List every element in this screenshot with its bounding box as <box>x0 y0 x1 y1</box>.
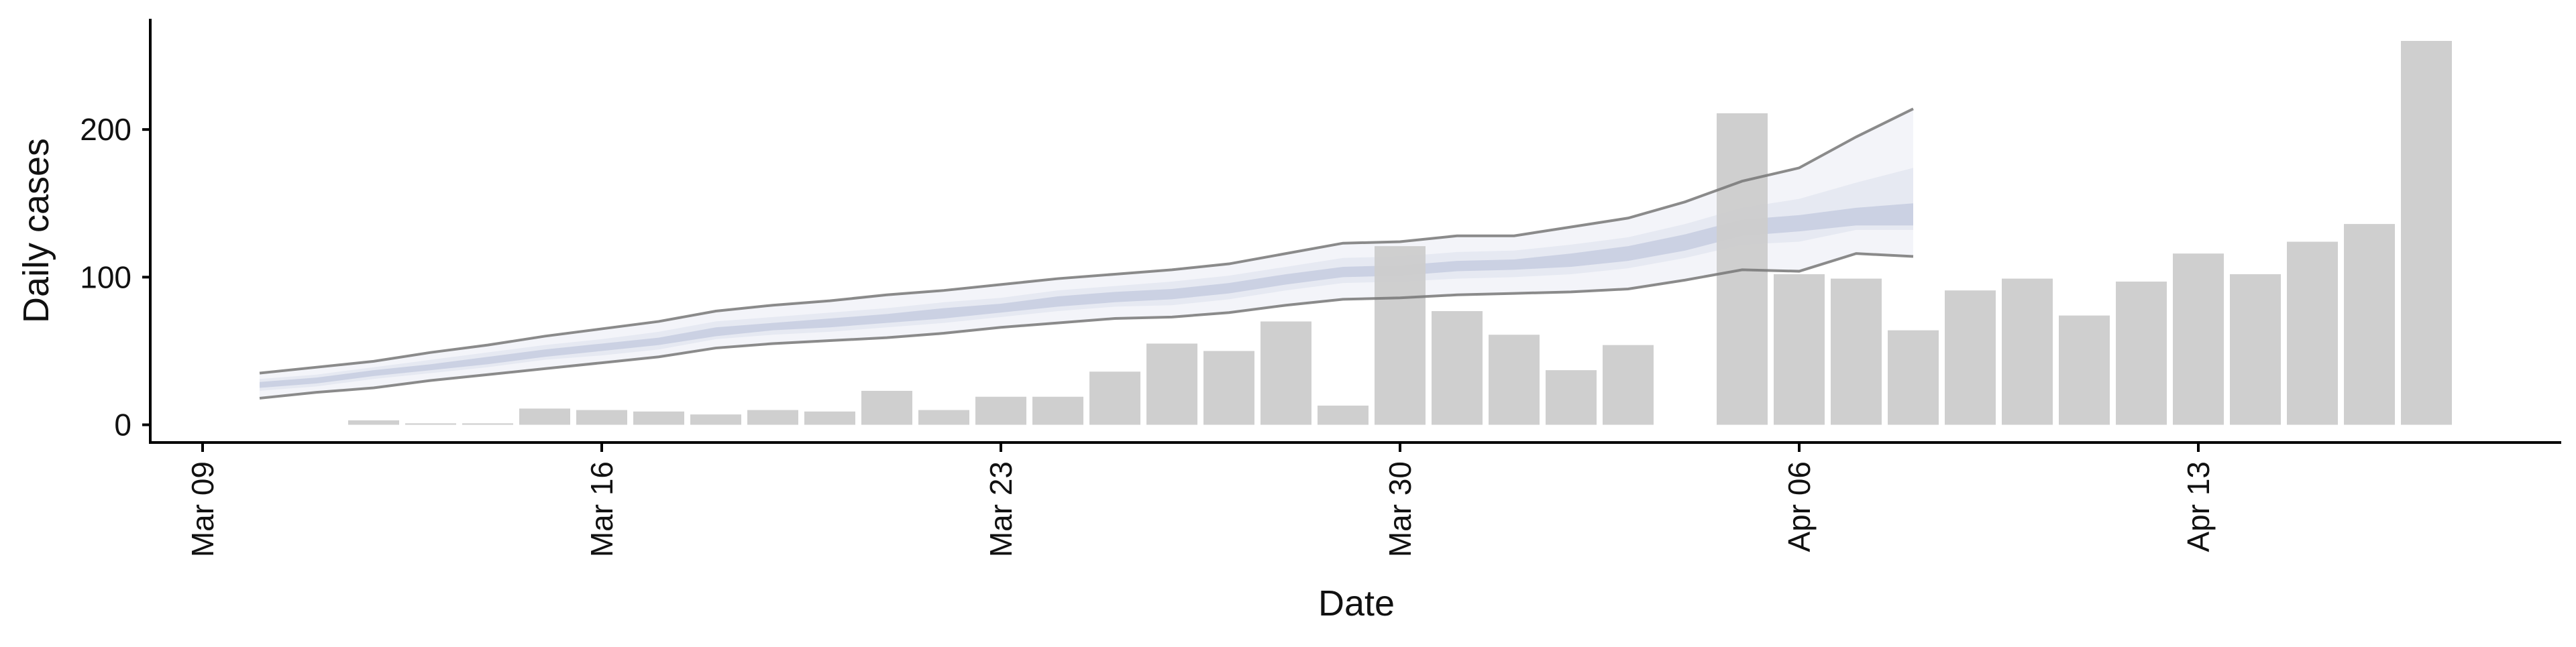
bar-2020-03-14 <box>462 423 513 425</box>
bar-2020-03-21 <box>861 390 912 425</box>
bar-2020-03-25 <box>1089 371 1140 425</box>
bar-2020-03-27 <box>1203 351 1254 425</box>
bar-2020-03-30 <box>1375 246 1426 425</box>
x-tick-label: Apr 06 <box>1782 461 1817 552</box>
bar-2020-03-26 <box>1146 343 1197 425</box>
bar-2020-04-16 <box>2344 224 2395 425</box>
bar-2020-04-03 <box>1603 345 1654 425</box>
bar-2020-03-17 <box>633 411 684 425</box>
x-axis-title: Date <box>1318 583 1395 624</box>
bar-2020-03-22 <box>918 410 969 425</box>
x-tick-label: Apr 13 <box>2181 461 2216 552</box>
interval-lines <box>259 107 1914 400</box>
y-tick-label: 0 <box>114 408 131 443</box>
axes <box>149 19 2561 444</box>
bar-2020-03-23 <box>975 396 1026 425</box>
bar-2020-03-16 <box>576 410 627 425</box>
bar-2020-04-15 <box>2287 241 2338 425</box>
x-ticks: Mar 09 Mar 16 Mar 23 Mar 30 Apr 06 Apr 13 <box>185 443 2216 557</box>
bar-2020-04-08 <box>1888 330 1939 425</box>
x-tick-label: Mar 30 <box>1383 461 1417 557</box>
x-tick-label: Mar 16 <box>584 461 619 557</box>
bar-2020-03-31 <box>1432 311 1483 425</box>
bar-2020-04-14 <box>2230 274 2281 425</box>
daily-case-bars <box>348 41 2452 425</box>
bar-2020-04-11 <box>2059 315 2110 425</box>
bar-2020-04-17 <box>2401 41 2452 425</box>
x-tick-label: Mar 23 <box>983 461 1018 557</box>
bar-2020-03-28 <box>1260 321 1311 425</box>
outer-interval-band <box>260 109 1913 398</box>
bar-2020-04-06 <box>1774 274 1825 425</box>
bar-2020-04-09 <box>1945 290 1996 425</box>
bar-2020-03-24 <box>1032 396 1083 425</box>
lower-interval-line <box>259 252 1914 400</box>
bar-2020-03-19 <box>747 410 798 425</box>
bar-2020-04-01 <box>1489 335 1540 425</box>
y-axis-title: Daily cases <box>16 138 56 323</box>
bar-2020-04-02 <box>1546 370 1597 425</box>
bar-2020-04-12 <box>2116 281 2167 425</box>
interval-bands <box>260 109 1913 398</box>
bar-2020-04-13 <box>2173 253 2224 425</box>
inner-interval-band <box>260 203 1913 388</box>
upper-interval-line <box>259 107 1914 375</box>
bar-2020-03-15 <box>519 408 570 425</box>
bar-2020-03-12 <box>348 420 399 425</box>
bar-2020-03-13 <box>405 423 456 425</box>
middle-interval-band <box>260 168 1913 391</box>
y-tick-label: 100 <box>80 259 131 294</box>
y-ticks: 0 100 200 <box>80 112 150 443</box>
bar-2020-04-10 <box>2002 278 2053 425</box>
y-tick-label: 200 <box>80 112 131 147</box>
bar-2020-04-07 <box>1831 278 1882 425</box>
bar-2020-03-20 <box>804 411 855 425</box>
x-tick-label: Mar 09 <box>185 461 220 557</box>
bar-2020-03-29 <box>1318 405 1368 425</box>
bar-2020-03-18 <box>690 414 741 425</box>
